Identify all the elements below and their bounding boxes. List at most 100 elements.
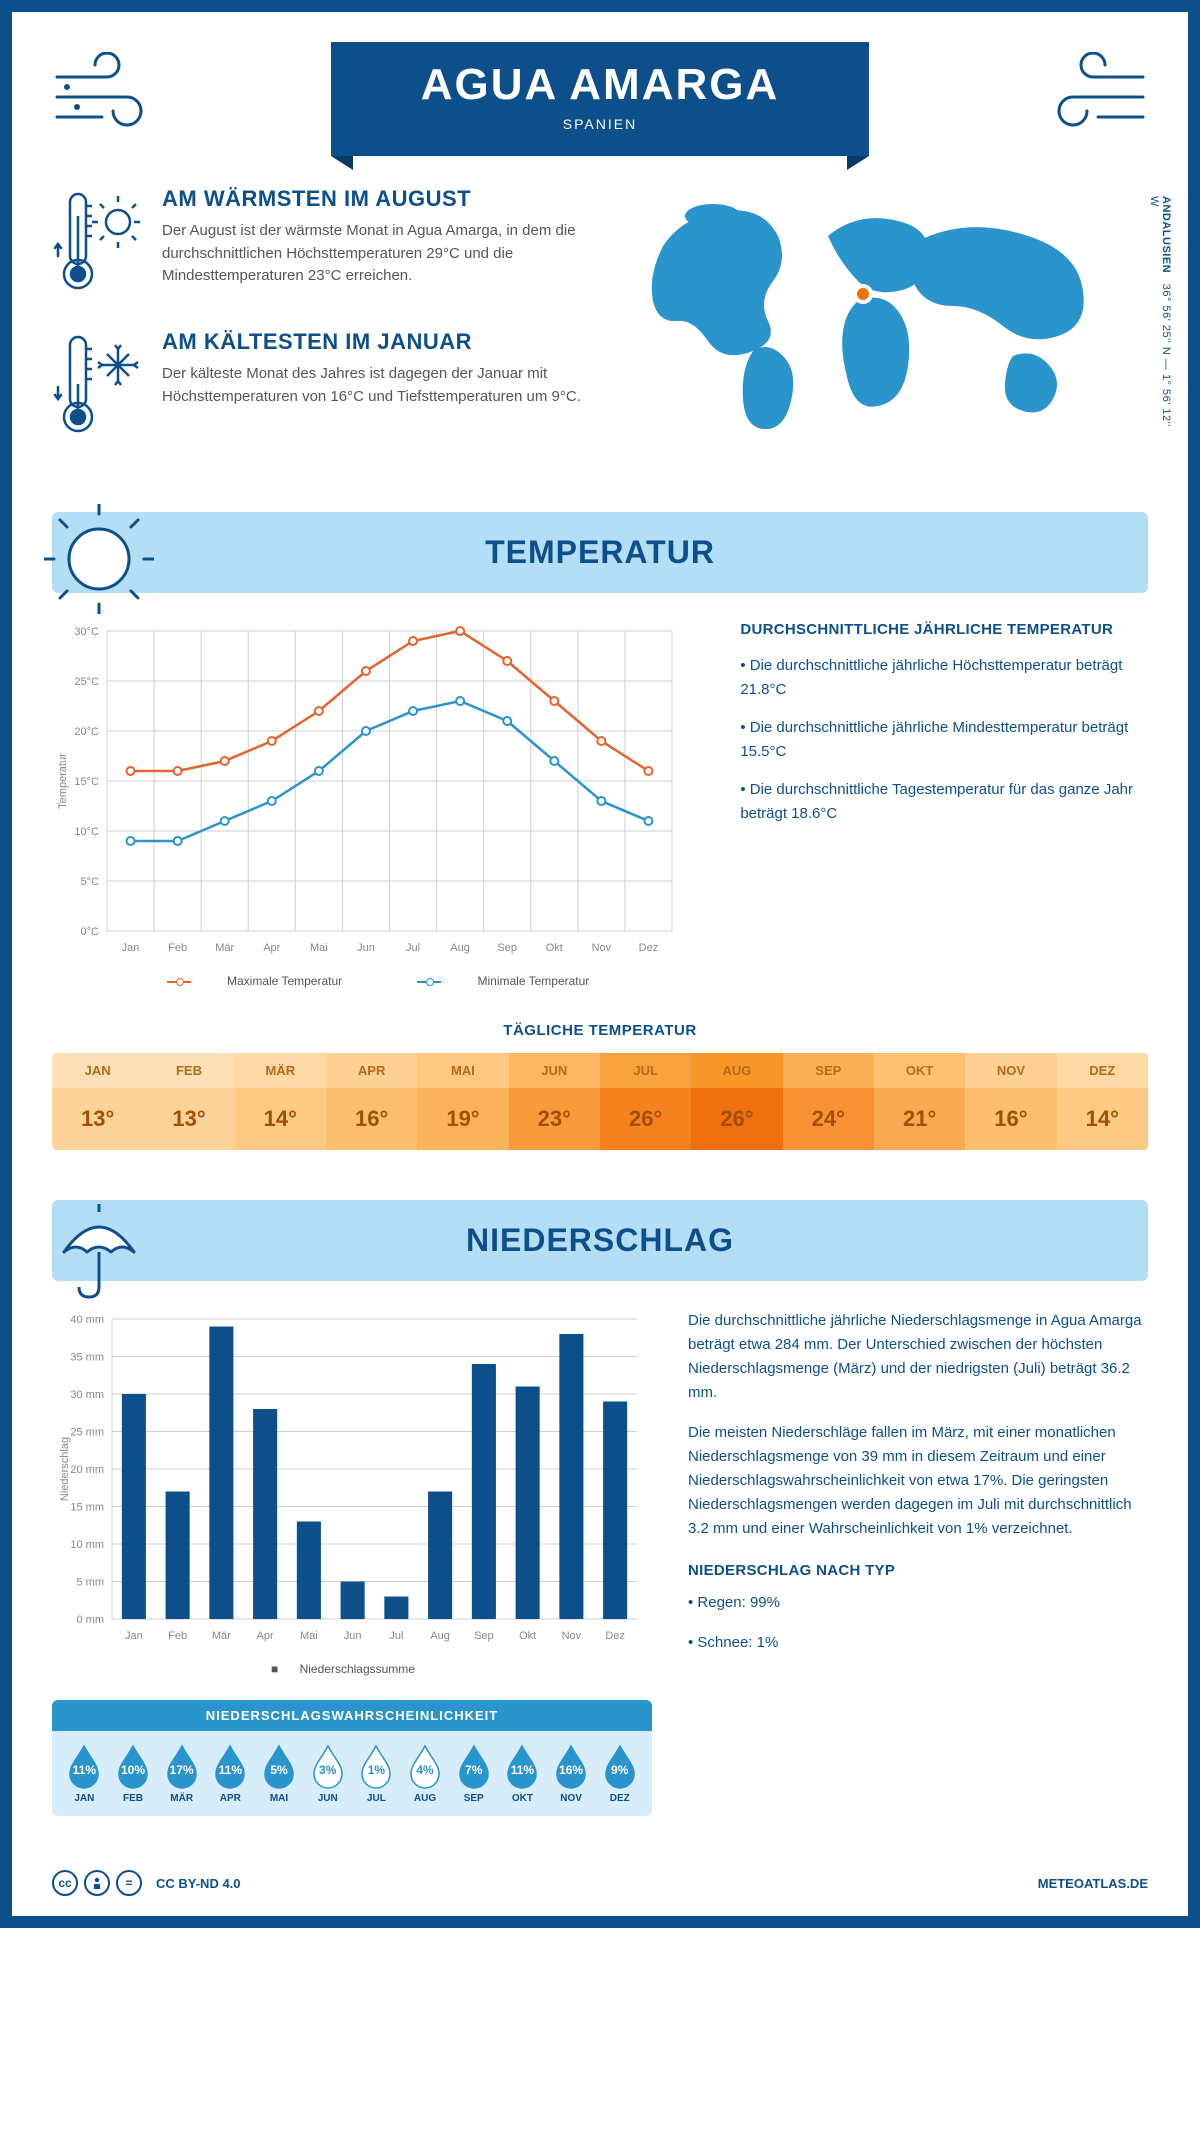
svg-text:Nov: Nov xyxy=(592,942,612,954)
world-map-icon xyxy=(633,186,1103,436)
temperature-body: 0°C5°C10°C15°C20°C25°C30°CJanFebMärAprMa… xyxy=(52,621,1148,988)
heat-month: SEP xyxy=(783,1053,874,1088)
fact-text: Der kälteste Monat des Jahres ist dagege… xyxy=(162,363,593,408)
heat-value: 24° xyxy=(783,1088,874,1150)
heat-column: MÄR14° xyxy=(235,1053,326,1150)
section-header-temperature: TEMPERATUR xyxy=(52,512,1148,593)
heat-month: JUL xyxy=(600,1053,691,1088)
fact-text: Der August ist der wärmste Monat in Agua… xyxy=(162,220,593,288)
svg-text:30°C: 30°C xyxy=(74,626,99,638)
precip-paragraph: Die durchschnittliche jährliche Niedersc… xyxy=(688,1309,1148,1405)
header: AGUA AMARGA SPANIEN xyxy=(52,42,1148,156)
probability-month: JUL xyxy=(352,1793,401,1804)
svg-text:5°C: 5°C xyxy=(81,876,100,888)
license: cc = CC BY-ND 4.0 xyxy=(52,1870,241,1896)
svg-text:Feb: Feb xyxy=(168,942,187,954)
probability-cell: 3%JUN xyxy=(303,1743,352,1804)
heat-value: 26° xyxy=(691,1088,782,1150)
probability-title: NIEDERSCHLAGSWAHRSCHEINLICHKEIT xyxy=(52,1700,652,1731)
section-title: NIEDERSCHLAG xyxy=(52,1222,1148,1259)
heat-column: FEB13° xyxy=(143,1053,234,1150)
heat-value: 13° xyxy=(52,1088,143,1150)
svg-text:Aug: Aug xyxy=(450,942,470,954)
svg-text:Nov: Nov xyxy=(562,1630,582,1642)
svg-text:5 mm: 5 mm xyxy=(77,1577,105,1589)
raindrop-icon: 7% xyxy=(455,1743,493,1789)
umbrella-icon xyxy=(44,1192,154,1302)
svg-text:15 mm: 15 mm xyxy=(70,1502,104,1514)
precip-bytype-item: • Regen: 99% xyxy=(688,1591,1148,1615)
heat-column: APR16° xyxy=(326,1053,417,1150)
heat-column: SEP24° xyxy=(783,1053,874,1150)
chart-legend: Maximale Temperatur Minimale Temperatur xyxy=(52,974,704,988)
svg-text:15°C: 15°C xyxy=(74,776,99,788)
svg-text:Mär: Mär xyxy=(212,1630,231,1642)
svg-text:Mai: Mai xyxy=(300,1630,318,1642)
heat-month: AUG xyxy=(691,1053,782,1088)
heat-value: 13° xyxy=(143,1088,234,1150)
sun-icon xyxy=(44,504,154,614)
svg-text:25°C: 25°C xyxy=(74,676,99,688)
svg-text:20 mm: 20 mm xyxy=(70,1464,104,1476)
heat-column: AUG26° xyxy=(691,1053,782,1150)
heat-month: DEZ xyxy=(1057,1053,1148,1088)
heat-month: FEB xyxy=(143,1053,234,1088)
fact-title: AM KÄLTESTEN IM JANUAR xyxy=(162,329,593,355)
heat-value: 14° xyxy=(1057,1088,1148,1150)
svg-text:Jan: Jan xyxy=(122,942,140,954)
svg-text:Jul: Jul xyxy=(389,1630,403,1642)
location-title: AGUA AMARGA xyxy=(421,60,780,110)
svg-text:Jun: Jun xyxy=(357,942,375,954)
raindrop-icon: 3% xyxy=(309,1743,347,1789)
heat-month: OKT xyxy=(874,1053,965,1088)
temperature-chart: 0°C5°C10°C15°C20°C25°C30°CJanFebMärAprMa… xyxy=(52,621,704,988)
svg-text:Mär: Mär xyxy=(215,942,234,954)
precip-paragraph: Die meisten Niederschläge fallen im März… xyxy=(688,1421,1148,1541)
probability-box: NIEDERSCHLAGSWAHRSCHEINLICHKEIT 11%JAN10… xyxy=(52,1700,652,1816)
wind-icon xyxy=(52,52,172,147)
probability-cell: 10%FEB xyxy=(109,1743,158,1804)
probability-cell: 11%JAN xyxy=(60,1743,109,1804)
heat-month: JAN xyxy=(52,1053,143,1088)
cc-icon: cc xyxy=(52,1870,78,1896)
svg-text:Sep: Sep xyxy=(497,942,517,954)
nd-icon: = xyxy=(116,1870,142,1896)
probability-month: OKT xyxy=(498,1793,547,1804)
probability-month: AUG xyxy=(401,1793,450,1804)
raindrop-icon: 16% xyxy=(552,1743,590,1789)
wind-icon xyxy=(1028,52,1148,147)
probability-cell: 9%DEZ xyxy=(595,1743,644,1804)
daily-temp-title: TÄGLICHE TEMPERATUR xyxy=(52,1022,1148,1039)
raindrop-icon: 9% xyxy=(601,1743,639,1789)
svg-text:Niederschlag: Niederschlag xyxy=(59,1437,71,1501)
svg-text:Aug: Aug xyxy=(430,1630,450,1642)
info-bullet: • Die durchschnittliche Tagestemperatur … xyxy=(740,778,1148,826)
probability-month: SEP xyxy=(449,1793,498,1804)
fact-coldest: AM KÄLTESTEN IM JANUAR Der kälteste Mona… xyxy=(52,329,593,444)
raindrop-icon: 5% xyxy=(260,1743,298,1789)
facts-column: AM WÄRMSTEN IM AUGUST Der August ist der… xyxy=(52,186,593,472)
svg-text:Jun: Jun xyxy=(344,1630,362,1642)
probability-cell: 16%NOV xyxy=(547,1743,596,1804)
heat-column: DEZ14° xyxy=(1057,1053,1148,1150)
svg-text:Okt: Okt xyxy=(519,1630,536,1642)
section-title: TEMPERATUR xyxy=(52,534,1148,571)
probability-cell: 7% SEP xyxy=(449,1743,498,1804)
svg-text:35 mm: 35 mm xyxy=(70,1352,104,1364)
country-label: SPANIEN xyxy=(421,116,780,132)
page: AGUA AMARGA SPANIEN xyxy=(0,0,1200,1928)
svg-text:Okt: Okt xyxy=(546,942,563,954)
svg-text:Jan: Jan xyxy=(125,1630,143,1642)
svg-text:Apr: Apr xyxy=(263,942,280,954)
daily-temp-table: JAN13°FEB13°MÄR14°APR16°MAI19°JUN23°JUL2… xyxy=(52,1053,1148,1150)
svg-text:Dez: Dez xyxy=(605,1630,625,1642)
temperature-info: DURCHSCHNITTLICHE JÄHRLICHE TEMPERATUR •… xyxy=(740,621,1148,988)
svg-text:0 mm: 0 mm xyxy=(77,1614,105,1626)
heat-value: 16° xyxy=(965,1088,1056,1150)
heat-column: OKT21° xyxy=(874,1053,965,1150)
probability-month: APR xyxy=(206,1793,255,1804)
svg-text:Temperatur: Temperatur xyxy=(57,753,69,809)
heat-column: NOV16° xyxy=(965,1053,1056,1150)
fact-warmest: AM WÄRMSTEN IM AUGUST Der August ist der… xyxy=(52,186,593,301)
raindrop-icon: 11% xyxy=(65,1743,103,1789)
